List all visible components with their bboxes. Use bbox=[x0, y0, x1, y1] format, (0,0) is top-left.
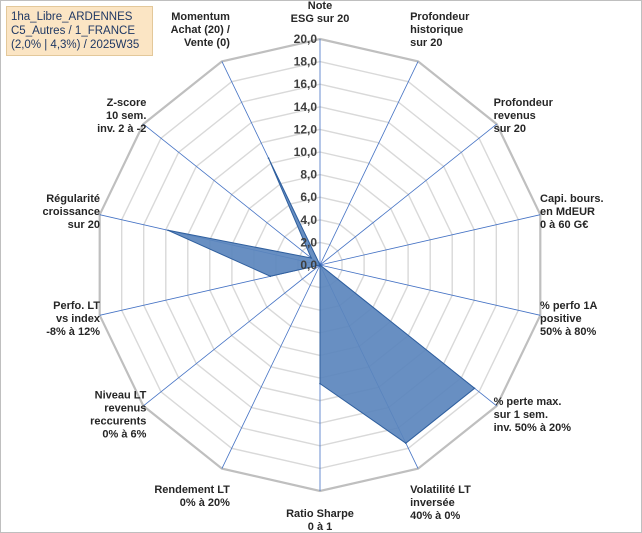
series-area bbox=[167, 157, 476, 444]
tick-label: 16,0 bbox=[294, 77, 318, 91]
info-line-1: 1ha_Libre_ARDENNES bbox=[11, 11, 133, 23]
series-point bbox=[310, 257, 313, 259]
radar-tick-labels: 0,0 2,0 4,0 6,0 8,0 10,0 12,0 14,0 16,0 18,0 20,0 bbox=[294, 32, 318, 272]
info-box: 1ha_Libre_ARDENNES C5_Autres / 1_FRANCE … bbox=[6, 6, 153, 56]
series-point bbox=[267, 157, 270, 159]
axis-label-11: Perfo. LT vs index -8% à 12% bbox=[46, 300, 101, 338]
series-point bbox=[319, 264, 321, 266]
info-line-3: (2,0% | 4,3%) / 2025W35 bbox=[11, 39, 140, 51]
axis-spoke bbox=[319, 214, 541, 266]
axis-label-2: Profondeur historique sur 20 bbox=[410, 11, 470, 49]
tick-label: 8,0 bbox=[300, 168, 317, 182]
axis-label-6: % perte max. sur 1 sem. inv. 50% à 20% bbox=[494, 396, 572, 434]
axis-spoke bbox=[143, 123, 321, 266]
axis-label-10: Niveau LT revenus reccurents 0% à 6% bbox=[90, 390, 147, 441]
tick-label: 10,0 bbox=[294, 145, 318, 159]
axis-label-4: Capi. bours. en MdEUR 0 à 60 G€ bbox=[540, 193, 604, 231]
axis-label-7: Volatilité LT inversée 40% à 0% bbox=[410, 484, 471, 522]
axis-label-3: Profondeur revenus sur 20 bbox=[494, 97, 554, 135]
axis-label-14: Momentum Achat (20) / Vente (0) bbox=[171, 11, 231, 49]
axis-spoke bbox=[221, 264, 321, 469]
axis-label-5: % perfo 1A positive 50% à 80% bbox=[540, 300, 598, 338]
tick-label: 20,0 bbox=[294, 32, 318, 46]
radar-axis-labels: Note ESG sur 20 Profondeur historique sur 20… bbox=[43, 0, 604, 533]
tick-label: 0,0 bbox=[300, 258, 317, 272]
axis-spoke bbox=[143, 264, 321, 407]
series-point bbox=[473, 387, 476, 390]
axis-label-13: Z-score 10 sem. inv. 2 à -2 bbox=[97, 97, 146, 135]
series-point bbox=[167, 229, 169, 232]
radar-series bbox=[167, 157, 476, 445]
tick-label: 6,0 bbox=[300, 190, 317, 204]
tick-label: 18,0 bbox=[294, 55, 318, 69]
tick-label: 2,0 bbox=[300, 235, 317, 249]
tick-label: 4,0 bbox=[300, 213, 317, 227]
series-point bbox=[269, 275, 272, 278]
series-point bbox=[405, 442, 407, 445]
axis-label-1: Note ESG sur 20 bbox=[291, 0, 350, 25]
info-line-2: C5_Autres / 1_FRANCE bbox=[11, 25, 135, 37]
axis-label-12: Régularité croissance sur 20 bbox=[43, 193, 100, 231]
axis-label-9: Rendement LT 0% à 20% bbox=[154, 484, 230, 509]
tick-label: 12,0 bbox=[294, 122, 318, 136]
axis-spoke bbox=[319, 264, 541, 316]
axis-spoke bbox=[319, 61, 419, 266]
axis-label-8: Ratio Sharpe 0 à 1 bbox=[286, 508, 354, 533]
axis-spoke bbox=[319, 123, 497, 266]
tick-label: 14,0 bbox=[294, 100, 318, 114]
series-point bbox=[319, 382, 321, 385]
